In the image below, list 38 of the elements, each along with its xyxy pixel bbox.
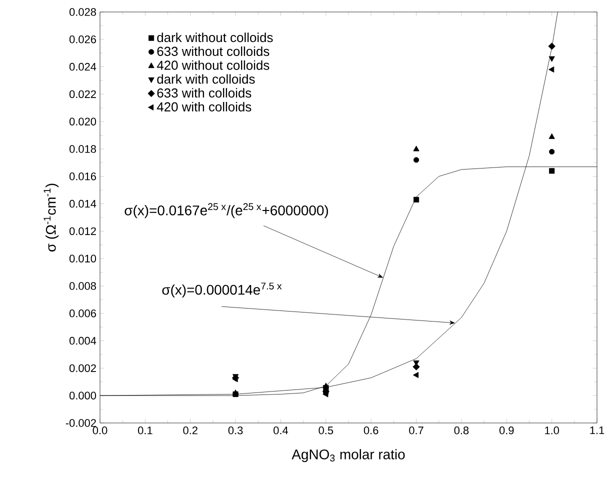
x-tick-label: 0.3 bbox=[228, 426, 243, 434]
annotation: σ(x)=0.000014e$^{7.5 x}$ bbox=[162, 282, 282, 298]
y-tick-label: 0.004 bbox=[69, 336, 96, 345]
y-tick-label: 0.022 bbox=[69, 90, 96, 98]
x-tick-label: 0.6 bbox=[364, 426, 378, 434]
legend-label: 420 without colloids bbox=[156, 60, 270, 70]
y-tick-label: 0.026 bbox=[69, 36, 96, 44]
x-tick-label: 0.7 bbox=[409, 426, 424, 434]
y-tick-label: 0.016 bbox=[69, 172, 96, 180]
annotation: σ(x)=0.0167e$^{25 x}$/(e$^{25 x}$+6000000) bbox=[124, 203, 328, 218]
x-tick-label: 0.1 bbox=[138, 426, 152, 434]
y-axis-title: σ (Ω$^{-1}$cm$^{-1}$) bbox=[44, 184, 59, 252]
x-tick-label: 0.5 bbox=[318, 426, 334, 434]
y-tick-label: 0.018 bbox=[69, 145, 96, 153]
x-tick-label: 0.8 bbox=[454, 426, 469, 434]
y-tick-label: 0.000 bbox=[69, 392, 96, 400]
y-tick-label: 0.010 bbox=[69, 254, 96, 262]
legend-label: 420 with colloids bbox=[156, 102, 252, 112]
y-tick-label: -0.002 bbox=[66, 419, 96, 427]
y-tick-label: 0.020 bbox=[69, 118, 96, 126]
x-tick-label: 0.9 bbox=[499, 426, 514, 434]
x-axis-title: AgNO$_{3}$ molar ratio bbox=[292, 449, 405, 462]
y-tick-label: 0.006 bbox=[69, 310, 96, 318]
x-tick-label: 1.1 bbox=[590, 426, 604, 434]
y-tick-label: 0.024 bbox=[69, 62, 96, 71]
x-tick-label: 0.2 bbox=[183, 426, 198, 434]
y-tick-label: 0.028 bbox=[69, 8, 96, 16]
y-tick-label: 0.012 bbox=[69, 227, 96, 236]
legend-label: 633 without colloids bbox=[157, 46, 270, 56]
x-tick-label: 0.4 bbox=[274, 426, 288, 434]
legend-label: dark with colloids bbox=[157, 74, 255, 84]
x-tick-label: 0.0 bbox=[92, 426, 108, 434]
legend-label: dark without colloids bbox=[157, 32, 273, 42]
legend-label: 633 with colloids bbox=[157, 88, 252, 98]
x-tick-label: 1.0 bbox=[545, 426, 560, 434]
y-tick-label: 0.008 bbox=[69, 282, 96, 290]
y-tick-label: 0.014 bbox=[69, 200, 96, 208]
y-tick-label: 0.002 bbox=[69, 364, 96, 372]
